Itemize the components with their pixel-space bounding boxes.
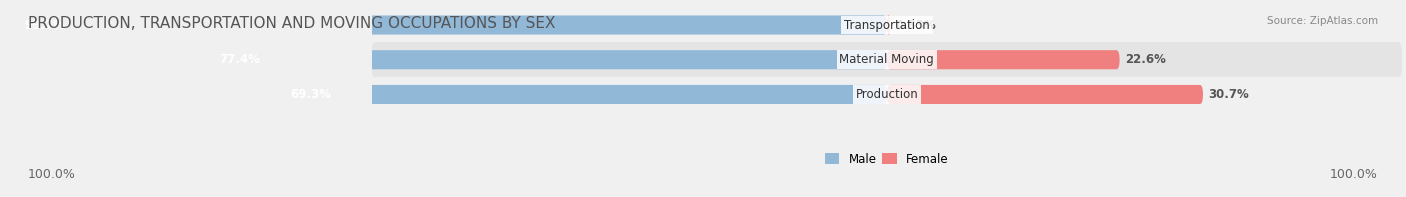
Text: 100.0%: 100.0%: [1330, 168, 1378, 181]
Text: 69.3%: 69.3%: [291, 88, 332, 101]
Text: 0.33%: 0.33%: [896, 19, 936, 32]
Text: Source: ZipAtlas.com: Source: ZipAtlas.com: [1267, 16, 1378, 26]
FancyBboxPatch shape: [173, 85, 887, 104]
FancyBboxPatch shape: [371, 7, 1402, 43]
Text: PRODUCTION, TRANSPORTATION AND MOVING OCCUPATIONS BY SEX: PRODUCTION, TRANSPORTATION AND MOVING OC…: [28, 16, 555, 31]
FancyBboxPatch shape: [90, 50, 887, 69]
FancyBboxPatch shape: [0, 15, 887, 34]
Text: Transportation: Transportation: [844, 19, 929, 32]
Text: 30.7%: 30.7%: [1208, 88, 1249, 101]
Text: 77.4%: 77.4%: [219, 53, 260, 66]
Text: Production: Production: [855, 88, 918, 101]
FancyBboxPatch shape: [371, 77, 1402, 112]
FancyBboxPatch shape: [371, 42, 1402, 77]
Text: Material Moving: Material Moving: [839, 53, 934, 66]
FancyBboxPatch shape: [887, 50, 1119, 69]
Text: 100.0%: 100.0%: [28, 168, 76, 181]
FancyBboxPatch shape: [887, 85, 1204, 104]
Text: 22.6%: 22.6%: [1125, 53, 1166, 66]
Legend: Male, Female: Male, Female: [820, 148, 953, 171]
FancyBboxPatch shape: [887, 15, 890, 34]
Text: 99.7%: 99.7%: [24, 19, 65, 32]
